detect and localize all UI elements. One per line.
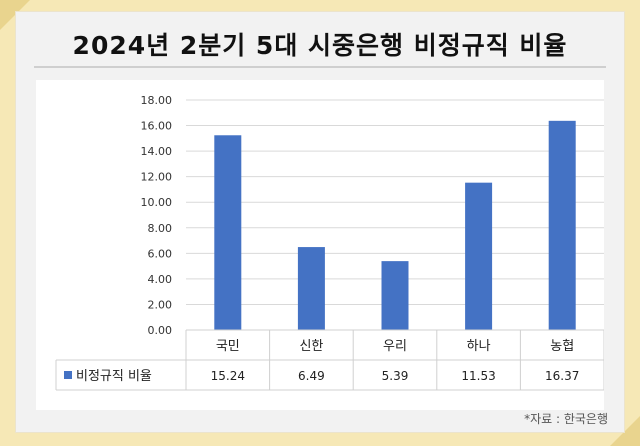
bar-chart: 0.00 2.00 4.00 6.00 8.00 10.00 12.00 14.00 16.00… (55, 94, 604, 391)
y-tick-label: 2.00 (148, 298, 173, 311)
title-divider (34, 66, 606, 68)
bar (214, 135, 242, 330)
x-category-label: 신한 (299, 339, 323, 354)
bar (297, 247, 325, 330)
bar (465, 182, 493, 330)
data-table-value: 6.49 (298, 369, 325, 383)
chart-title: 2024년 2분기 5대 시중은행 비정규직 비율 (72, 31, 568, 60)
y-tick-label: 14.00 (141, 145, 173, 158)
legend-swatch (64, 371, 72, 379)
y-tick-label: 16.00 (141, 120, 173, 133)
chart-card: 2024년 2분기 5대 시중은행 비정규직 비율 0.00 2.00 4.00 6.… (16, 12, 624, 432)
bars (214, 120, 576, 330)
y-tick-label: 8.00 (148, 222, 173, 235)
legend-series-name: 비정규직 비율 (76, 369, 152, 384)
bar (381, 261, 409, 330)
y-tick-label: 6.00 (148, 247, 173, 260)
y-axis-ticks: 0.00 2.00 4.00 6.00 8.00 10.00 12.00 14.00 16.00… (141, 94, 173, 337)
y-tick-label: 10.00 (141, 196, 173, 209)
data-table-value: 5.39 (382, 369, 409, 383)
y-tick-label: 12.00 (141, 171, 173, 184)
x-category-label: 우리 (383, 339, 407, 354)
bar (548, 120, 576, 330)
x-category-label: 국민 (216, 339, 240, 354)
y-tick-label: 4.00 (148, 273, 173, 286)
x-category-label: 농협 (550, 339, 574, 354)
x-category-label: 하나 (467, 339, 491, 354)
data-table-value: 16.37 (545, 369, 579, 383)
data-table-value: 11.53 (461, 369, 495, 383)
plot-area: 0.00 2.00 4.00 6.00 8.00 10.00 12.00 14.00 16.00… (36, 80, 604, 410)
y-tick-label: 0.00 (148, 324, 173, 337)
source-note: *자료 : 한국은행 (524, 412, 608, 426)
y-tick-label: 18.00 (141, 94, 173, 107)
data-table-value: 15.24 (211, 369, 245, 383)
